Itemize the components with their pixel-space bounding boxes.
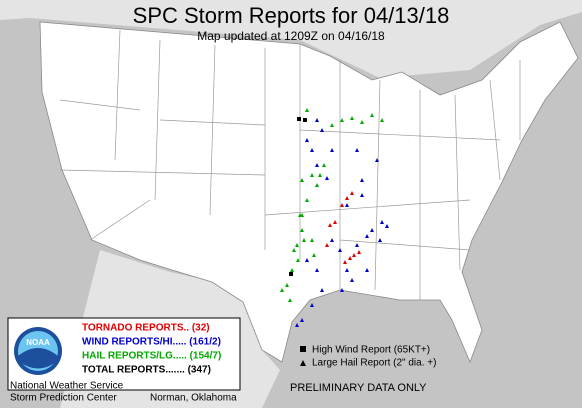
wind-report (320, 288, 324, 292)
wind-report (345, 203, 349, 207)
hail-report (296, 258, 300, 262)
hail-report (300, 228, 304, 232)
high-wind-symbol (300, 346, 306, 352)
wind-report (305, 258, 309, 262)
noaa-logo: NOAA (14, 327, 62, 375)
hail-report (340, 118, 344, 122)
tornado-report (340, 203, 344, 207)
wind-report (365, 234, 369, 238)
wind-report (315, 163, 319, 167)
tornado-report (328, 223, 332, 227)
significant-report (297, 117, 301, 121)
wind-report (315, 268, 319, 272)
tornado-report (352, 253, 356, 257)
wind-report (385, 224, 389, 228)
tornado-report (333, 220, 337, 224)
wind-report (340, 288, 344, 292)
tornado-report (350, 191, 354, 195)
hail-report (310, 173, 314, 177)
legend-entries: TORNADO REPORTS.. (32) WIND REPORTS/HI...… (82, 323, 221, 376)
high-wind-label: High Wind Report (65KT+) (312, 345, 430, 356)
state-borders (59, 29, 521, 300)
hail-report (315, 183, 319, 187)
hail-report (318, 173, 322, 177)
tornado-report (357, 250, 361, 254)
hail-report (285, 283, 289, 287)
wind-report (355, 243, 359, 247)
notice: PRELIMINARY DATA ONLY (290, 382, 427, 394)
hail-report (312, 253, 316, 257)
hail-report (305, 108, 309, 112)
canada (0, 0, 582, 78)
wind-report (375, 158, 379, 162)
wind-report (305, 138, 309, 142)
hail-report (380, 118, 384, 122)
hail-report (295, 243, 299, 247)
hail-report (290, 268, 294, 272)
wind-report (370, 228, 374, 232)
agency: National Weather Service (10, 381, 124, 392)
wind-report (380, 220, 384, 224)
wind-report (350, 278, 354, 282)
hail-report (370, 113, 374, 117)
wind-report (338, 248, 342, 252)
wind-report (355, 148, 359, 152)
reports (280, 108, 389, 327)
hail-report (350, 116, 354, 120)
hail-report (322, 163, 326, 167)
wind-report (320, 128, 324, 132)
hail-report (310, 238, 314, 242)
hail-report (360, 120, 364, 124)
large-hail-symbol (300, 360, 306, 366)
logo-text: NOAA (26, 338, 50, 347)
wind-report (310, 303, 314, 307)
legend-entry: WIND REPORTS/HI..... (161/2) (82, 337, 221, 348)
title: SPC Storm Reports for 04/13/18 (133, 3, 450, 28)
legend-entry: HAIL REPORTS/LG..... (154/7) (82, 351, 221, 362)
wind-report (378, 238, 382, 242)
significant-report (303, 118, 307, 122)
wind-report (310, 148, 314, 152)
wind-report (300, 318, 304, 322)
wind-report (360, 178, 364, 182)
hail-report (305, 198, 309, 202)
wind-report (365, 268, 369, 272)
wind-report (330, 148, 334, 152)
tornado-report (325, 243, 329, 247)
hail-report (300, 178, 304, 182)
wind-report (325, 176, 329, 180)
wind-report (360, 193, 364, 197)
hail-report (288, 298, 292, 302)
united-states (39, 21, 579, 364)
subtitle: Map updated at 1209Z on 04/16/18 (197, 29, 385, 43)
wind-report (330, 238, 334, 242)
large-hail-label: Large Hail Report (2" dia. +) (312, 358, 436, 369)
legend-entry: TOTAL REPORTS....... (347) (82, 365, 211, 376)
tornado-report (343, 260, 347, 264)
legend-entry: TORNADO REPORTS.. (32) (82, 323, 210, 334)
wind-report (345, 268, 349, 272)
tornado-report (345, 196, 349, 200)
wind-report (315, 118, 319, 122)
hail-report (280, 288, 284, 292)
location: Norman, Oklahoma (150, 393, 237, 404)
hail-report (330, 123, 334, 127)
significant-report (289, 272, 293, 276)
hail-report (292, 248, 296, 252)
center: Storm Prediction Center (10, 393, 117, 404)
hail-report (300, 213, 304, 217)
hail-report (302, 238, 306, 242)
wind-report (295, 323, 299, 327)
tornado-report (348, 256, 352, 260)
